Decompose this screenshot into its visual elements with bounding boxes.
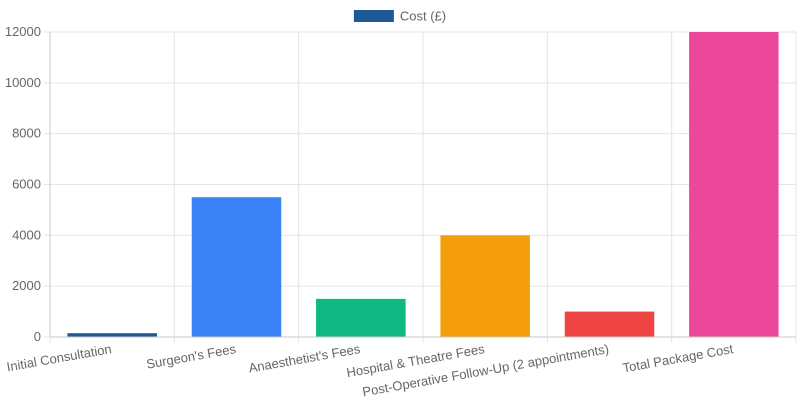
y-tick-label: 0 [34, 329, 41, 344]
y-tick-labels: 0 2000 4000 6000 8000 10000 12000 [5, 24, 41, 344]
y-tick-label: 6000 [12, 177, 41, 192]
bar[interactable] [689, 32, 779, 337]
x-tick-label: Anaesthetist's Fees [247, 341, 361, 375]
y-tick-label: 8000 [12, 126, 41, 141]
y-tick-label: 4000 [12, 227, 41, 242]
axes [49, 32, 796, 338]
x-tick-label: Surgeon's Fees [145, 341, 237, 372]
legend[interactable]: Cost (£) [353, 9, 446, 24]
bar[interactable] [440, 235, 530, 337]
y-tick-label: 2000 [12, 278, 41, 293]
x-tick-labels: Initial Consultation Surgeon's Fees Anaest… [5, 341, 734, 399]
y-tick-label: 10000 [5, 75, 41, 90]
bars [67, 32, 779, 337]
legend-swatch[interactable] [353, 10, 394, 22]
y-tick-label: 12000 [5, 24, 41, 39]
bar[interactable] [191, 197, 282, 337]
x-tick-label: Initial Consultation [5, 341, 112, 374]
bar[interactable] [67, 333, 157, 337]
bar[interactable] [316, 298, 406, 337]
bar[interactable] [564, 311, 655, 337]
grid-lines [44, 31, 797, 343]
x-tick-label: Total Package Cost [621, 341, 734, 375]
legend-label[interactable]: Cost (£) [400, 9, 446, 24]
